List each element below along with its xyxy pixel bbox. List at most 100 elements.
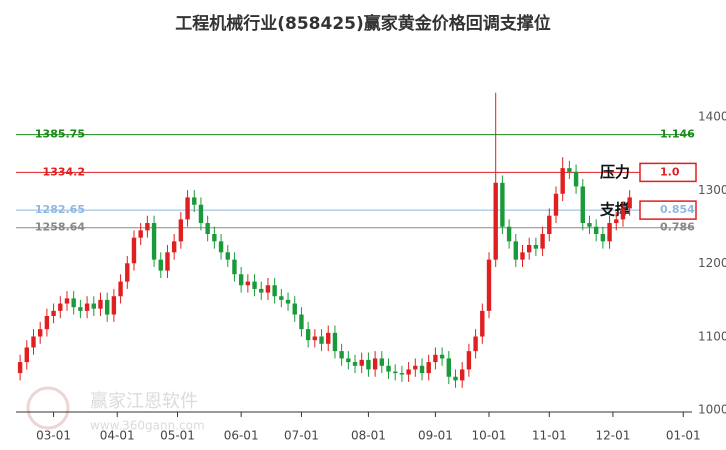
- candle-body: [399, 373, 405, 375]
- candle-body: [533, 244, 539, 249]
- candle-body: [587, 223, 592, 227]
- candle-body: [185, 197, 190, 220]
- x-tick-label: 03-01: [36, 429, 71, 443]
- candle-body: [245, 281, 251, 286]
- level-annotation: 支撑: [599, 201, 630, 219]
- candle-body: [486, 259, 492, 311]
- x-tick-label: 11-01: [532, 429, 567, 443]
- candle-body: [580, 186, 585, 224]
- candle-body: [285, 299, 291, 304]
- candle-body: [493, 182, 498, 260]
- candle-body: [413, 365, 418, 370]
- candle-body: [225, 252, 230, 260]
- watermark: 赢家江恩软件 www.360gann.com: [26, 386, 205, 433]
- candle-body: [111, 296, 117, 315]
- candle-body: [265, 285, 271, 293]
- candle-body: [171, 241, 177, 253]
- x-tick-label: 08-01: [351, 429, 386, 443]
- x-tick-label: 07-01: [284, 429, 319, 443]
- candle-body: [259, 288, 264, 293]
- candle-body: [232, 259, 237, 275]
- candle-body: [125, 263, 130, 282]
- candle-body: [480, 310, 485, 337]
- level-ratio: 1.0: [660, 165, 680, 178]
- x-tick-label: 09-01: [418, 429, 453, 443]
- candle-body: [165, 252, 170, 271]
- candle-body: [520, 252, 525, 260]
- candle-body: [91, 303, 96, 309]
- candle-body: [553, 193, 559, 216]
- candle-body: [366, 359, 371, 370]
- chart-title: 工程机械行业(858425)赢家黄金价格回调支撑位: [175, 13, 551, 34]
- candle-body: [31, 336, 36, 348]
- candle-body: [37, 329, 43, 337]
- candle-body: [192, 197, 197, 205]
- candle-body: [560, 168, 565, 194]
- level-ratio: 1.146: [660, 128, 695, 141]
- level-price: 1258.64: [35, 221, 85, 234]
- x-tick-label: 06-01: [224, 429, 259, 443]
- candle-body: [178, 219, 184, 242]
- candle-body: [406, 369, 411, 375]
- candle-body: [104, 299, 110, 315]
- candle-body: [151, 223, 157, 260]
- x-tick-label: 12-01: [595, 429, 630, 443]
- level-price: 1282.65: [35, 203, 85, 216]
- candle-body: [51, 310, 56, 316]
- candle-body: [500, 182, 505, 227]
- candle-body: [439, 354, 445, 359]
- candle-body: [620, 208, 626, 220]
- candle-body: [131, 237, 137, 264]
- candle-body: [346, 358, 351, 363]
- candle-body: [98, 299, 103, 309]
- candle-body: [218, 241, 224, 253]
- x-tick-label: 10-01: [472, 429, 507, 443]
- candle-body: [379, 358, 385, 366]
- candle-body: [393, 371, 398, 374]
- watermark-text: 赢家江恩软件: [90, 390, 198, 412]
- y-tick-label: 1000: [698, 403, 726, 417]
- x-tick-label: 04-01: [100, 429, 135, 443]
- candle-body: [44, 315, 50, 330]
- candle-body: [198, 204, 204, 224]
- level-price: 1334.2: [43, 165, 85, 178]
- candle-body: [279, 296, 284, 300]
- candle-body: [593, 226, 599, 235]
- candle-body: [446, 358, 452, 377]
- y-tick-label: 1100: [698, 329, 726, 343]
- candle-body: [460, 369, 465, 381]
- y-tick-label: 1200: [698, 256, 726, 270]
- candle-body: [299, 314, 304, 330]
- candle-body: [513, 241, 518, 260]
- candle-body: [614, 219, 619, 224]
- candle-body: [372, 358, 378, 370]
- level-annotation: 压力: [600, 163, 630, 181]
- level-price: 1385.75: [35, 128, 85, 141]
- candle-body: [158, 259, 163, 271]
- candle-body: [627, 197, 632, 209]
- candle-body: [433, 354, 438, 363]
- x-tick-label: 01-01: [666, 429, 701, 443]
- candle-body: [272, 285, 277, 297]
- candle-body: [71, 298, 76, 308]
- candle-body: [64, 298, 70, 304]
- candle-body: [473, 336, 478, 352]
- candle-body: [426, 362, 431, 374]
- candle-body: [359, 359, 364, 366]
- candle-body: [526, 244, 532, 253]
- candle-body: [212, 234, 217, 242]
- x-tick-label: 05-01: [160, 429, 195, 443]
- candle-body: [352, 362, 358, 366]
- candle-body: [24, 347, 29, 363]
- candle-body: [84, 303, 90, 311]
- candle-body: [17, 362, 23, 374]
- watermark-url: www.360gann.com: [90, 419, 205, 433]
- candle-body: [453, 376, 458, 381]
- candle-body: [145, 223, 150, 231]
- candle-body: [118, 281, 123, 297]
- level-box: [639, 200, 697, 220]
- candle-body: [78, 307, 83, 311]
- candle-body: [339, 351, 344, 359]
- candle-body: [252, 281, 257, 289]
